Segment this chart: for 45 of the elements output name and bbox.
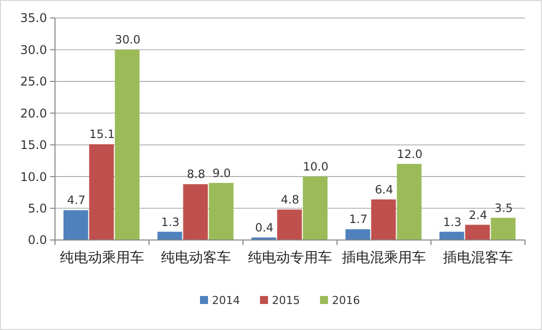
y-tick-label: 5.0 — [28, 201, 47, 216]
data-label: 12.0 — [396, 146, 422, 161]
data-label: 4.7 — [67, 193, 86, 208]
bar — [63, 210, 88, 240]
bar — [89, 144, 114, 240]
x-tick-label: 插电混乘用车 — [342, 250, 426, 266]
data-label: 15.1 — [89, 127, 115, 142]
bar — [157, 232, 182, 240]
bar — [183, 184, 208, 240]
data-label: 8.8 — [186, 167, 206, 182]
y-tick-label: 20.0 — [20, 106, 47, 120]
data-label: 3.5 — [494, 200, 513, 215]
bar — [114, 50, 140, 240]
bar — [302, 176, 328, 240]
y-tick-label: 25.0 — [20, 74, 47, 89]
data-label: 10.0 — [302, 160, 328, 174]
data-label: 9.0 — [212, 166, 231, 180]
data-label: 2.4 — [468, 208, 488, 222]
data-label: 4.8 — [280, 192, 300, 207]
x-tick-label: 纯电动乘用车 — [60, 250, 144, 266]
x-tick-label: 纯电动客车 — [161, 250, 231, 266]
data-label: 0.4 — [255, 220, 274, 234]
x-tick-label: 纯电动专用车 — [248, 250, 332, 266]
data-label: 30.0 — [114, 32, 140, 47]
bar — [277, 210, 302, 240]
bar — [396, 164, 422, 240]
y-tick-label: 15.0 — [20, 138, 47, 152]
legend-label: 2016 — [332, 294, 360, 307]
legend-label: 2015 — [272, 294, 300, 307]
y-tick-label: 30.0 — [20, 42, 47, 57]
bar — [465, 224, 490, 240]
bar — [490, 218, 516, 240]
data-label: 1.7 — [349, 212, 368, 226]
data-label: 6.4 — [374, 182, 394, 196]
data-label: 1.3 — [443, 214, 462, 229]
y-tick-label: 10.0 — [20, 170, 47, 184]
data-label: 1.3 — [161, 214, 180, 229]
y-tick-label: 35.0 — [20, 11, 47, 26]
bar — [371, 199, 396, 240]
bar — [208, 182, 234, 240]
y-tick-label: 0.0 — [28, 233, 47, 248]
x-tick-label: 插电混客车 — [443, 250, 513, 266]
legend-label: 2014 — [212, 294, 240, 307]
bar — [345, 229, 370, 240]
bar — [439, 232, 464, 240]
